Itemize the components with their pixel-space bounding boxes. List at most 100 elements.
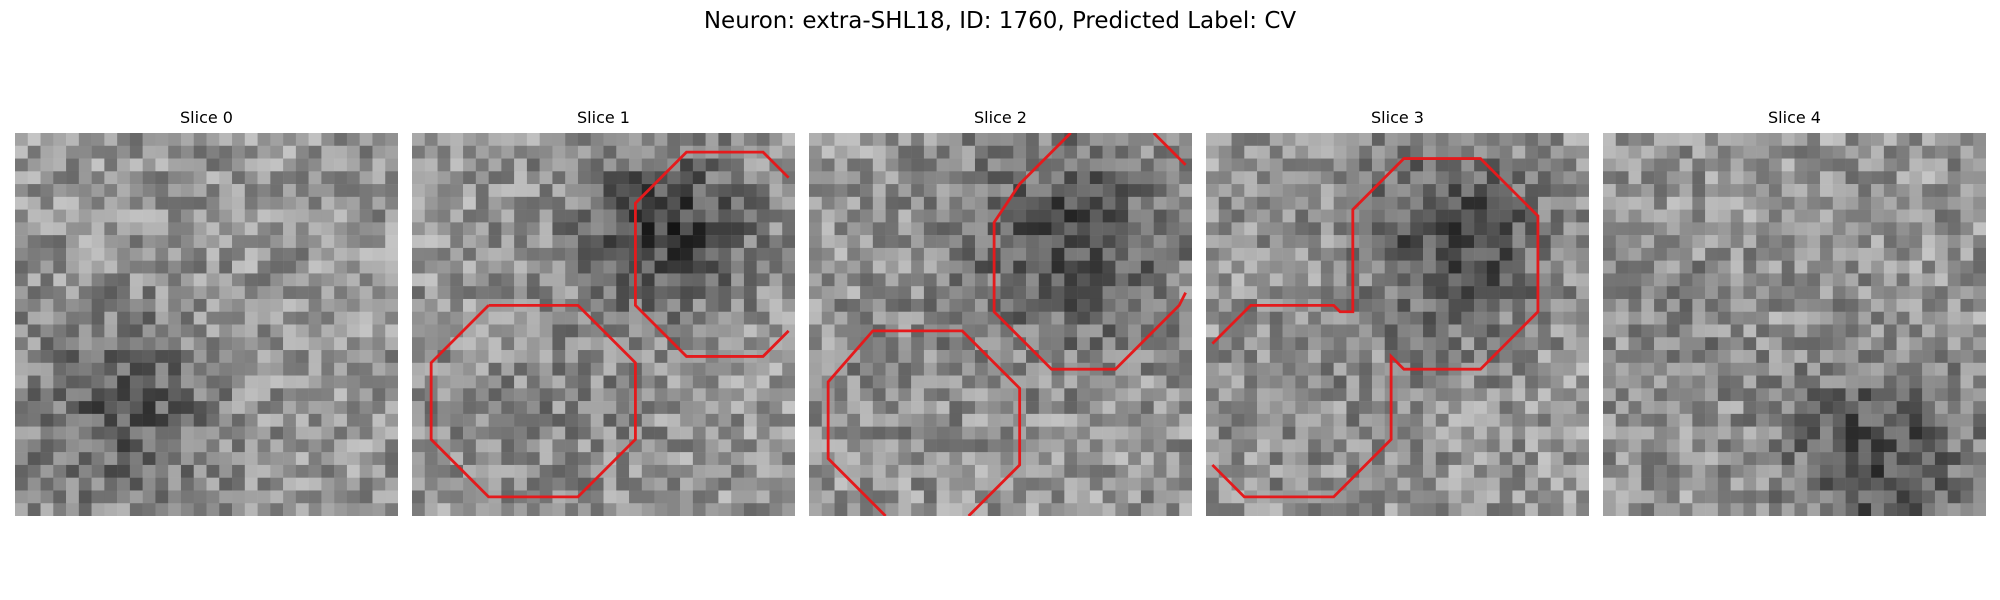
pixel [885,171,899,185]
pixel [1512,298,1526,312]
pixel [1486,426,1500,440]
pixel [1794,247,1808,261]
pixel [308,439,322,453]
pixel [1089,477,1103,491]
pixel [1166,350,1180,364]
pixel [1397,286,1411,300]
pixel [244,375,258,389]
pixel [847,247,861,261]
pixel [1038,413,1052,427]
pixel [1128,235,1142,249]
pixel [667,247,681,261]
pixel [526,184,540,198]
pixel [1410,324,1424,338]
pixel [129,350,143,364]
pixel [718,209,732,223]
pixel [15,350,29,364]
pixel [1089,388,1103,402]
pixel [1845,209,1859,223]
pixel [1525,337,1539,351]
pixel [1871,362,1885,376]
pixel [155,133,169,147]
pixel [1206,413,1220,427]
pixel [219,286,233,300]
pixel [168,503,182,516]
pixel [539,477,553,491]
pixel [1679,133,1693,147]
pixel [885,362,899,376]
pixel [1077,337,1091,351]
pixel [1883,439,1897,453]
pixel [1218,209,1232,223]
pixel [1922,171,1936,185]
pixel [1051,286,1065,300]
pixel [1115,503,1129,516]
pixel [129,337,143,351]
pixel [244,401,258,415]
pixel [1820,375,1834,389]
pixel [743,477,757,491]
pixel [1781,388,1795,402]
pixel [424,464,438,478]
pixel [1781,413,1795,427]
pixel [1064,388,1078,402]
pixel [1038,222,1052,236]
pixel [872,286,886,300]
pixel [782,337,795,351]
pixel [1140,286,1154,300]
pixel [1038,196,1052,210]
pixel [847,324,861,338]
pixel [1628,401,1642,415]
pixel [1525,158,1539,172]
pixel [1013,273,1027,287]
pixel [552,273,566,287]
pixel [1423,426,1437,440]
pixel [1807,401,1821,415]
pixel [1320,375,1334,389]
pixel [539,196,553,210]
pixel [1641,222,1655,236]
pixel [1871,158,1885,172]
pixel [334,350,348,364]
pixel [1308,503,1322,516]
pixel [129,196,143,210]
pixel [1282,260,1296,274]
pixel [1820,477,1834,491]
pixel [257,477,271,491]
pixel [962,362,976,376]
pixel [1397,311,1411,325]
pixel [295,184,309,198]
pixel [475,413,489,427]
pixel [1832,324,1846,338]
pixel [1947,133,1961,147]
pixel [565,324,579,338]
pixel [705,286,719,300]
pixel [1077,439,1091,453]
pixel [1922,209,1936,223]
pixel [1244,439,1258,453]
pixel [974,235,988,249]
pixel [232,426,246,440]
pixel [437,260,451,274]
pixel [334,337,348,351]
pixel [129,235,143,249]
pixel [180,222,194,236]
pixel [1525,477,1539,491]
pixel [1461,273,1475,287]
pixel [1064,184,1078,198]
pixel [501,311,515,325]
pixel [1051,413,1065,427]
pixel [1435,260,1449,274]
pixel [1115,145,1129,159]
pixel [718,503,732,516]
pixel [885,490,899,504]
pixel [1346,133,1360,147]
pixel [1807,388,1821,402]
pixel [1499,158,1513,172]
pixel [1282,337,1296,351]
pixel [501,362,515,376]
pixel [769,375,783,389]
pixel [898,286,912,300]
pixel [1679,452,1693,466]
pixel [1563,452,1577,466]
